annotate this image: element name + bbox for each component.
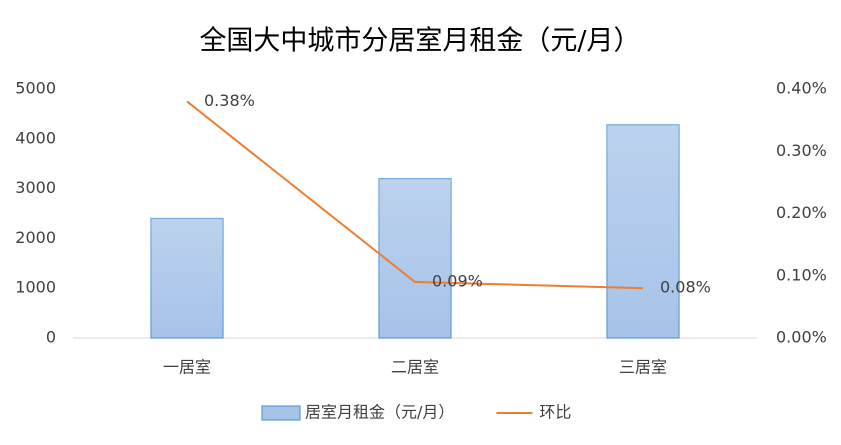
bar-shade: [379, 178, 451, 338]
x-tick-label: 一居室: [163, 358, 211, 377]
bar-shade: [607, 124, 679, 338]
legend-swatch: [261, 405, 301, 421]
x-tick-label: 二居室: [391, 358, 439, 377]
y-tick-label: 2000: [15, 228, 56, 247]
data-label: 0.08%: [660, 278, 711, 297]
y-tick-label: 3000: [15, 178, 56, 197]
y2-tick-label: 0.40%: [776, 79, 827, 98]
x-tick-label: 三居室: [619, 358, 667, 377]
y2-tick-label: 0.10%: [776, 265, 827, 284]
bar-shade: [151, 218, 223, 338]
y-tick-label: 0: [46, 328, 56, 347]
data-label: 0.38%: [204, 91, 255, 110]
y2-tick-label: 0.00%: [776, 328, 827, 347]
chart-title: 全国大中城市分居室月租金（元/月）: [199, 26, 640, 57]
y2-tick-label: 0.30%: [776, 141, 827, 160]
y-tick-label: 4000: [15, 128, 56, 147]
y-tick-label: 5000: [15, 79, 56, 98]
y2-tick-label: 0.20%: [776, 203, 827, 222]
data-label: 0.09%: [432, 271, 483, 290]
y-tick-label: 1000: [15, 278, 56, 297]
line: [186, 100, 644, 290]
legend-label: 环比: [539, 403, 571, 422]
legend-label: 居室月租金（元/月）: [305, 403, 454, 422]
